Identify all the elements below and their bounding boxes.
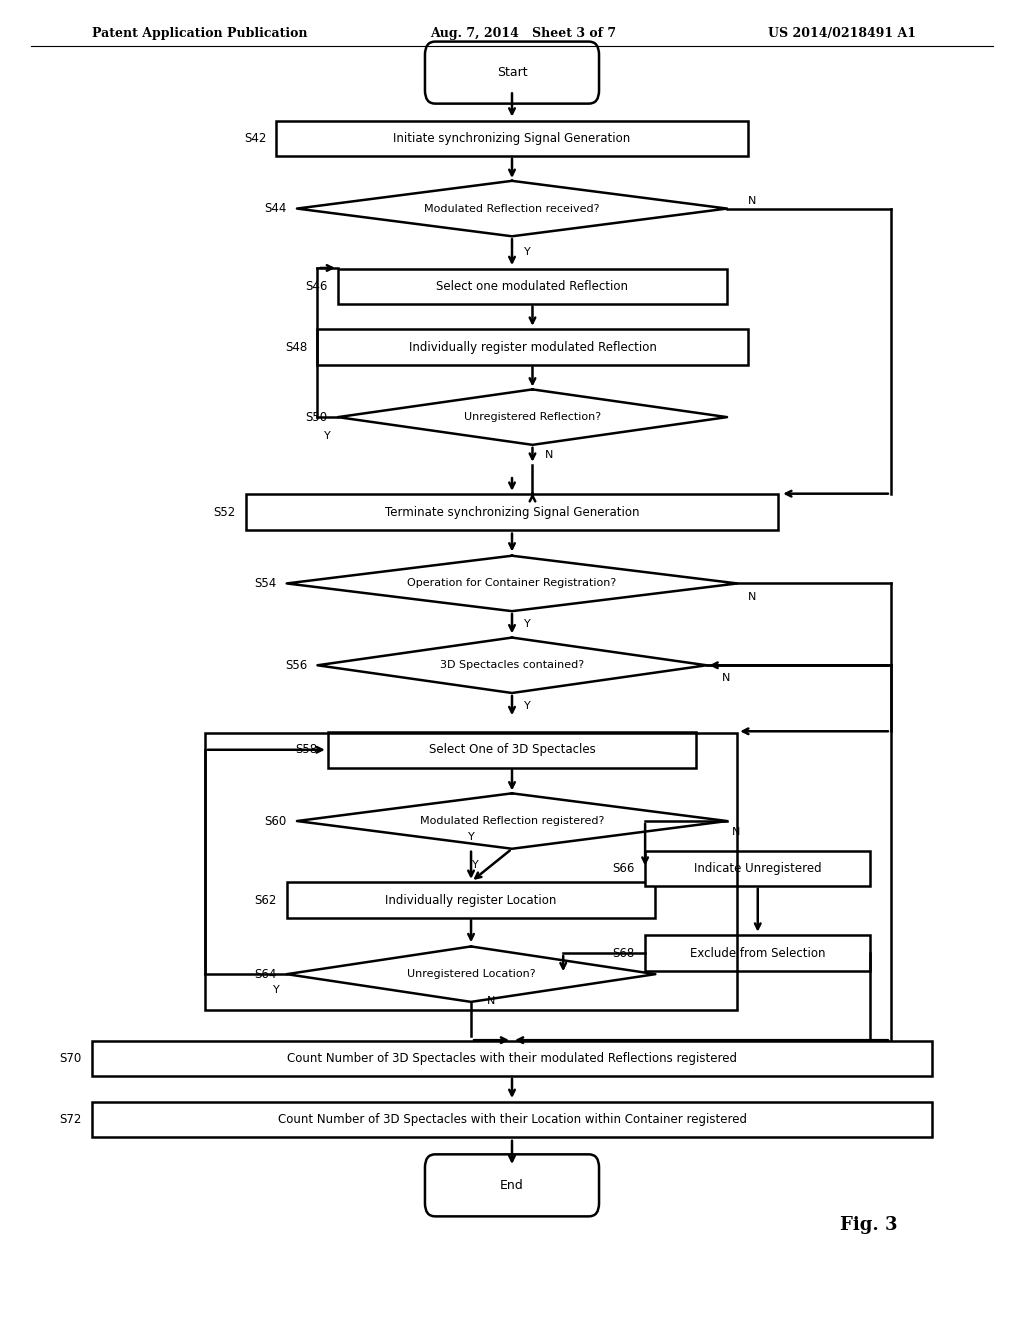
Text: Indicate Unregistered: Indicate Unregistered: [694, 862, 821, 875]
Text: N: N: [748, 195, 756, 206]
Text: Individually register Location: Individually register Location: [385, 894, 557, 907]
Text: S66: S66: [612, 862, 635, 875]
Text: S52: S52: [213, 506, 236, 519]
Text: Count Number of 3D Spectacles with their modulated Reflections registered: Count Number of 3D Spectacles with their…: [287, 1052, 737, 1065]
Text: Select One of 3D Spectacles: Select One of 3D Spectacles: [429, 743, 595, 756]
Text: Initiate synchronizing Signal Generation: Initiate synchronizing Signal Generation: [393, 132, 631, 145]
FancyBboxPatch shape: [338, 268, 727, 304]
FancyBboxPatch shape: [645, 935, 870, 972]
Text: S48: S48: [285, 341, 307, 354]
FancyBboxPatch shape: [425, 1154, 599, 1217]
Text: S62: S62: [254, 894, 276, 907]
Text: Terminate synchronizing Signal Generation: Terminate synchronizing Signal Generatio…: [385, 506, 639, 519]
Text: S68: S68: [612, 946, 635, 960]
Text: S70: S70: [59, 1052, 82, 1065]
Text: N: N: [545, 450, 553, 459]
Text: Count Number of 3D Spectacles with their Location within Container registered: Count Number of 3D Spectacles with their…: [278, 1113, 746, 1126]
Text: Select one modulated Reflection: Select one modulated Reflection: [436, 280, 629, 293]
FancyBboxPatch shape: [92, 1101, 932, 1138]
Text: Individually register modulated Reflection: Individually register modulated Reflecti…: [409, 341, 656, 354]
FancyBboxPatch shape: [317, 329, 748, 364]
FancyBboxPatch shape: [287, 882, 655, 919]
Text: S60: S60: [264, 814, 287, 828]
Text: Patent Application Publication: Patent Application Publication: [92, 26, 307, 40]
Text: Y: Y: [472, 861, 479, 870]
Text: S58: S58: [295, 743, 317, 756]
Text: S50: S50: [305, 411, 328, 424]
Text: Unregistered Location?: Unregistered Location?: [407, 969, 536, 979]
Text: S42: S42: [244, 132, 266, 145]
Text: N: N: [748, 591, 756, 602]
Text: Start: Start: [497, 66, 527, 79]
FancyBboxPatch shape: [328, 731, 696, 768]
Text: S46: S46: [305, 280, 328, 293]
Text: Modulated Reflection registered?: Modulated Reflection registered?: [420, 816, 604, 826]
Text: Y: Y: [524, 619, 531, 628]
Text: S44: S44: [264, 202, 287, 215]
Text: N: N: [732, 826, 740, 837]
Text: S56: S56: [285, 659, 307, 672]
Text: Y: Y: [524, 701, 531, 710]
Text: Y: Y: [468, 832, 474, 842]
Text: Operation for Container Registration?: Operation for Container Registration?: [408, 578, 616, 589]
Text: Y: Y: [524, 247, 531, 257]
Text: S72: S72: [59, 1113, 82, 1126]
Text: Aug. 7, 2014   Sheet 3 of 7: Aug. 7, 2014 Sheet 3 of 7: [430, 26, 616, 40]
Text: S64: S64: [254, 968, 276, 981]
FancyBboxPatch shape: [276, 121, 748, 156]
Text: Modulated Reflection received?: Modulated Reflection received?: [424, 203, 600, 214]
Text: Fig. 3: Fig. 3: [840, 1216, 897, 1234]
Text: S54: S54: [254, 577, 276, 590]
Text: US 2014/0218491 A1: US 2014/0218491 A1: [768, 26, 916, 40]
Text: Y: Y: [273, 985, 280, 995]
FancyBboxPatch shape: [645, 850, 870, 887]
FancyBboxPatch shape: [425, 41, 599, 104]
Text: N: N: [722, 673, 730, 684]
Text: Unregistered Reflection?: Unregistered Reflection?: [464, 412, 601, 422]
Text: 3D Spectacles contained?: 3D Spectacles contained?: [440, 660, 584, 671]
Text: Y: Y: [325, 430, 331, 441]
Text: N: N: [487, 995, 496, 1006]
Text: End: End: [500, 1179, 524, 1192]
Text: Exclude from Selection: Exclude from Selection: [690, 946, 825, 960]
FancyBboxPatch shape: [246, 494, 778, 529]
FancyBboxPatch shape: [92, 1040, 932, 1077]
